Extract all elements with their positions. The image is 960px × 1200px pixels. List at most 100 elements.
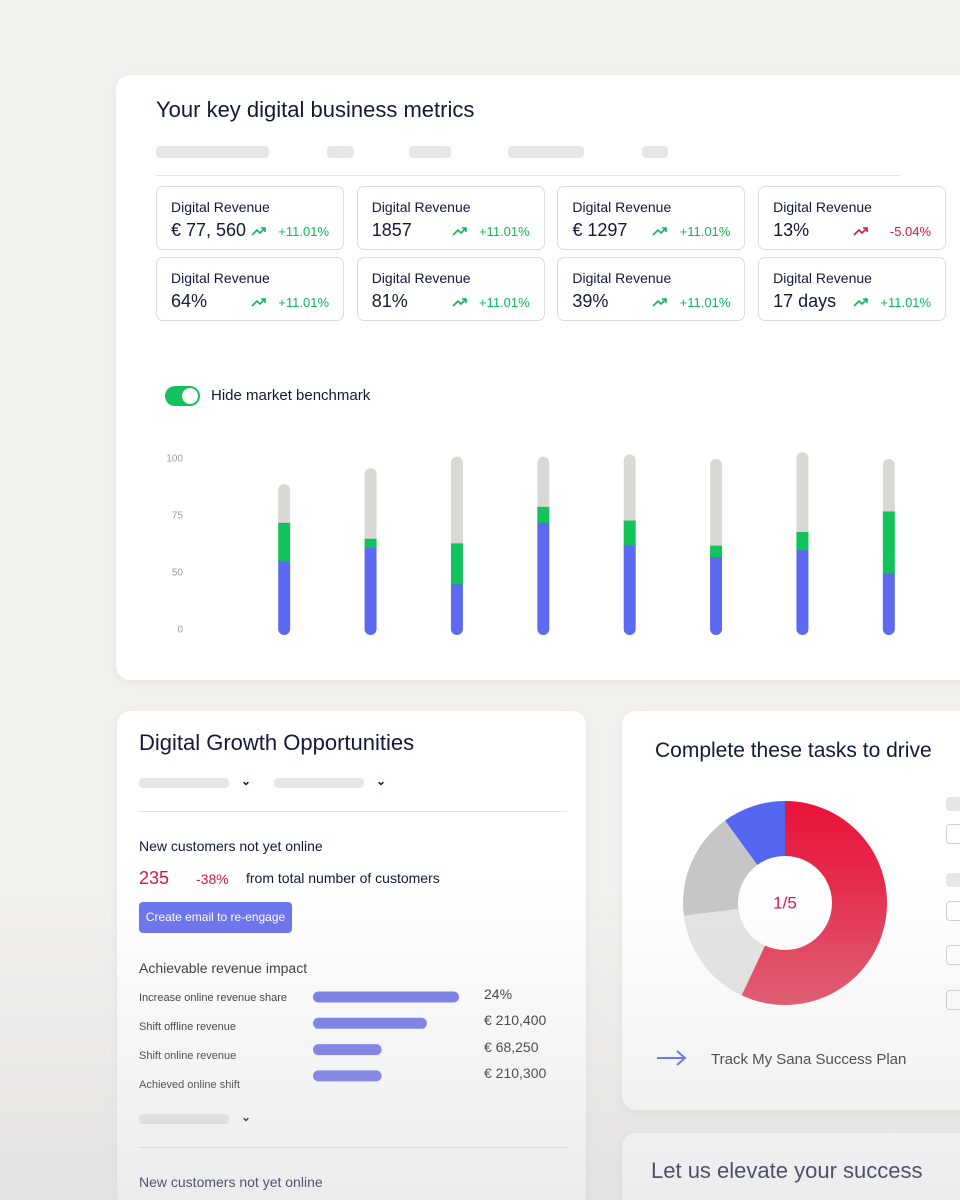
- chevron[interactable]: ⌄: [376, 774, 387, 788]
- link[interactable]: Track My Sana Success Plan: [711, 1051, 907, 1068]
- metric-change: +11.01%: [478, 224, 530, 239]
- title: Complete these tasks to drive: [655, 739, 932, 762]
- divider: [156, 175, 900, 176]
- toggle-label: Hide market benchmark: [211, 387, 371, 404]
- footer-title: New customers not yet online: [139, 1174, 323, 1190]
- trend-icon: [652, 227, 668, 236]
- bar-segment: [537, 506, 550, 523]
- donut-slice: [683, 820, 758, 916]
- metric-value: 64%: [171, 291, 208, 311]
- toggle-knob: [182, 388, 198, 404]
- impact-title: Achievable revenue impact: [139, 960, 308, 976]
- bar-segment: [278, 522, 291, 562]
- subtitle: New customers not yet online: [139, 838, 323, 854]
- metric-label: Digital Revenue: [171, 270, 270, 286]
- checkbox[interactable]: [946, 824, 960, 844]
- bar-segment: [364, 538, 377, 548]
- y-tick-label: 75: [172, 511, 184, 522]
- metric-card: Digital Revenue 1857 +11.01%: [356, 186, 545, 250]
- bar-segment: [537, 456, 550, 513]
- metric-label: Digital Revenue: [371, 199, 471, 215]
- metric-change: +11.01%: [278, 295, 329, 310]
- donut-slice: [725, 801, 785, 865]
- bar-segment: [364, 468, 377, 545]
- trend-icon: [452, 227, 467, 236]
- checkbox[interactable]: [946, 901, 960, 921]
- metric-label: Digital Revenue: [171, 199, 270, 215]
- count: 235: [139, 868, 170, 888]
- metric-value: 39%: [572, 291, 609, 311]
- checkbox[interactable]: [946, 990, 960, 1010]
- metric-card: Digital Revenue 17 days +11.01%: [758, 257, 947, 321]
- metric-change: +11.01%: [679, 224, 731, 239]
- placeholder: [409, 146, 451, 158]
- bar: [313, 1070, 382, 1082]
- bar-segment: [710, 551, 723, 635]
- bar-segment: [796, 452, 809, 538]
- growth-card: Digital Growth Opportunities ⌄ ⌄ New cus…: [117, 711, 586, 1200]
- trend-icon: [853, 298, 868, 307]
- bar: [313, 1017, 427, 1029]
- trend-path: [652, 298, 668, 307]
- toggle[interactable]: [165, 386, 200, 406]
- title: Let us elevate your success: [651, 1158, 923, 1183]
- metric-card: Digital Revenue 81% +11.01%: [356, 257, 545, 321]
- placeholder: [156, 146, 269, 158]
- amount: € 210,300: [484, 1065, 547, 1082]
- bar-segment: [796, 531, 809, 551]
- metric-card: Digital Revenue € 77, 560 +11.01%: [156, 186, 344, 250]
- amount: 24%: [484, 986, 513, 1002]
- bar: [313, 991, 459, 1003]
- metric-value: 17 days: [773, 291, 837, 311]
- bar-segment: [278, 555, 291, 635]
- bar-segment: [882, 511, 895, 573]
- button[interactable]: Create email to re-engage: [139, 902, 292, 933]
- bar-segment: [278, 484, 291, 529]
- metric-value: 1857: [371, 220, 412, 240]
- trend-icon: [853, 227, 868, 236]
- y-tick-label: 0: [177, 625, 183, 636]
- divider: [139, 1147, 567, 1148]
- metric-change: -5.04%: [889, 224, 932, 239]
- metric-change: +11.01%: [880, 295, 932, 310]
- bar-segment: [623, 454, 636, 527]
- divider: [139, 811, 567, 812]
- metric-label: Digital Revenue: [572, 199, 672, 215]
- trend-path: [251, 227, 266, 236]
- metric-change: +11.01%: [478, 295, 530, 310]
- change: -38%: [196, 871, 229, 887]
- chevron[interactable]: ⌄: [241, 774, 252, 788]
- metric-label: Digital Revenue: [371, 270, 471, 286]
- metric-change: +11.01%: [679, 295, 731, 310]
- bar-label: Shift offline revenue: [139, 1021, 236, 1033]
- trend-path: [853, 227, 868, 236]
- bar: [313, 1044, 382, 1056]
- bar-segment: [882, 459, 895, 518]
- checkbox[interactable]: [946, 945, 960, 965]
- chevron[interactable]: ⌄: [241, 1110, 252, 1124]
- amount: € 68,250: [484, 1038, 539, 1055]
- donut-center-label: 1/5: [773, 893, 797, 912]
- title: Your key digital business metrics: [156, 97, 475, 122]
- metric-label: Digital Revenue: [572, 270, 672, 286]
- metric-change: +11.01%: [278, 224, 329, 239]
- bar-label: Achieved online shift: [139, 1079, 240, 1091]
- trend-path: [251, 298, 266, 307]
- bar-segment: [710, 545, 723, 558]
- bar-segment: [450, 578, 463, 635]
- note: from total number of customers: [246, 870, 440, 886]
- trend-icon: [452, 298, 467, 307]
- bar-segment: [450, 456, 463, 550]
- y-tick-label: 50: [172, 568, 184, 579]
- placeholder: [946, 797, 960, 811]
- donut-slice: [683, 908, 765, 996]
- elevate-card: Let us elevate your success: [622, 1133, 960, 1200]
- metric-label: Digital Revenue: [773, 199, 872, 215]
- trend-path: [452, 298, 467, 307]
- arrow-icon: [657, 1050, 687, 1066]
- placeholder: [139, 1114, 229, 1124]
- bar-segment: [537, 516, 550, 635]
- bar-segment: [710, 459, 723, 552]
